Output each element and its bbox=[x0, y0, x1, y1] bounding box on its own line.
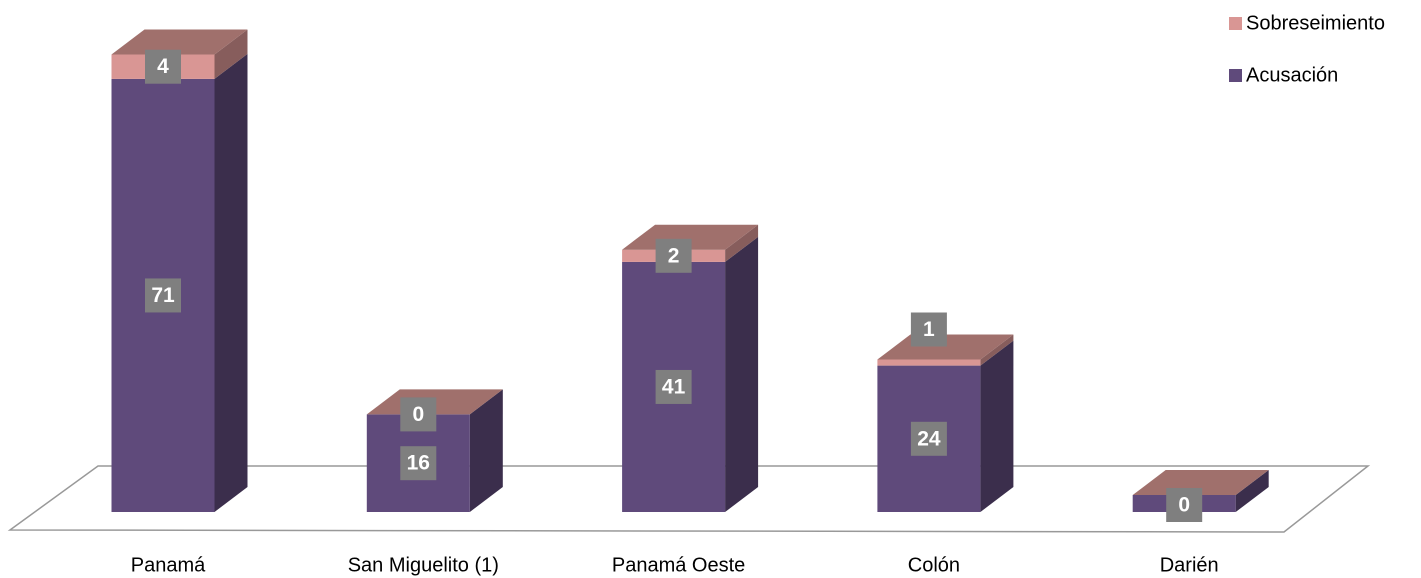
legend-label: Sobreseimiento bbox=[1246, 12, 1385, 34]
bar-side bbox=[214, 53, 248, 513]
data-label: 24 bbox=[917, 427, 941, 450]
label-box bbox=[145, 278, 181, 313]
data-label: 71 bbox=[151, 284, 175, 307]
data-label: 41 bbox=[662, 375, 686, 398]
x-tick-label: Panamá Oeste bbox=[612, 554, 745, 576]
bar-side bbox=[725, 224, 759, 262]
bar-side bbox=[469, 389, 503, 512]
x-tick-label: San Miguelito (1) bbox=[348, 554, 499, 576]
bar-side bbox=[725, 236, 759, 512]
label-box bbox=[910, 312, 947, 347]
bar-side bbox=[980, 340, 1014, 512]
data-label: 4 bbox=[157, 55, 169, 78]
floor bbox=[7, 465, 1371, 533]
bar-side bbox=[1235, 470, 1269, 512]
data-label: 0 bbox=[1178, 494, 1190, 517]
x-tick-label: Panamá bbox=[131, 554, 206, 576]
x-tick-label: Darién bbox=[1160, 554, 1219, 576]
data-label: 1 bbox=[923, 318, 935, 341]
data-label: 2 bbox=[668, 244, 680, 267]
label-box bbox=[910, 421, 947, 456]
legend-swatch bbox=[1229, 17, 1242, 30]
x-tick-label: Colón bbox=[908, 554, 960, 576]
data-label: 16 bbox=[407, 452, 430, 475]
bar-side bbox=[214, 29, 248, 79]
label-box bbox=[400, 446, 437, 481]
label-box bbox=[655, 238, 692, 273]
bar bbox=[877, 359, 981, 366]
bar-top bbox=[111, 29, 248, 55]
label-box bbox=[400, 397, 437, 432]
bar-side bbox=[980, 334, 1014, 366]
label-box bbox=[1166, 488, 1203, 522]
legend-label: Acusación bbox=[1246, 64, 1338, 86]
label-box bbox=[655, 369, 692, 404]
label-box bbox=[145, 49, 181, 84]
legend-swatch bbox=[1229, 69, 1242, 82]
data-label: 0 bbox=[412, 403, 424, 426]
